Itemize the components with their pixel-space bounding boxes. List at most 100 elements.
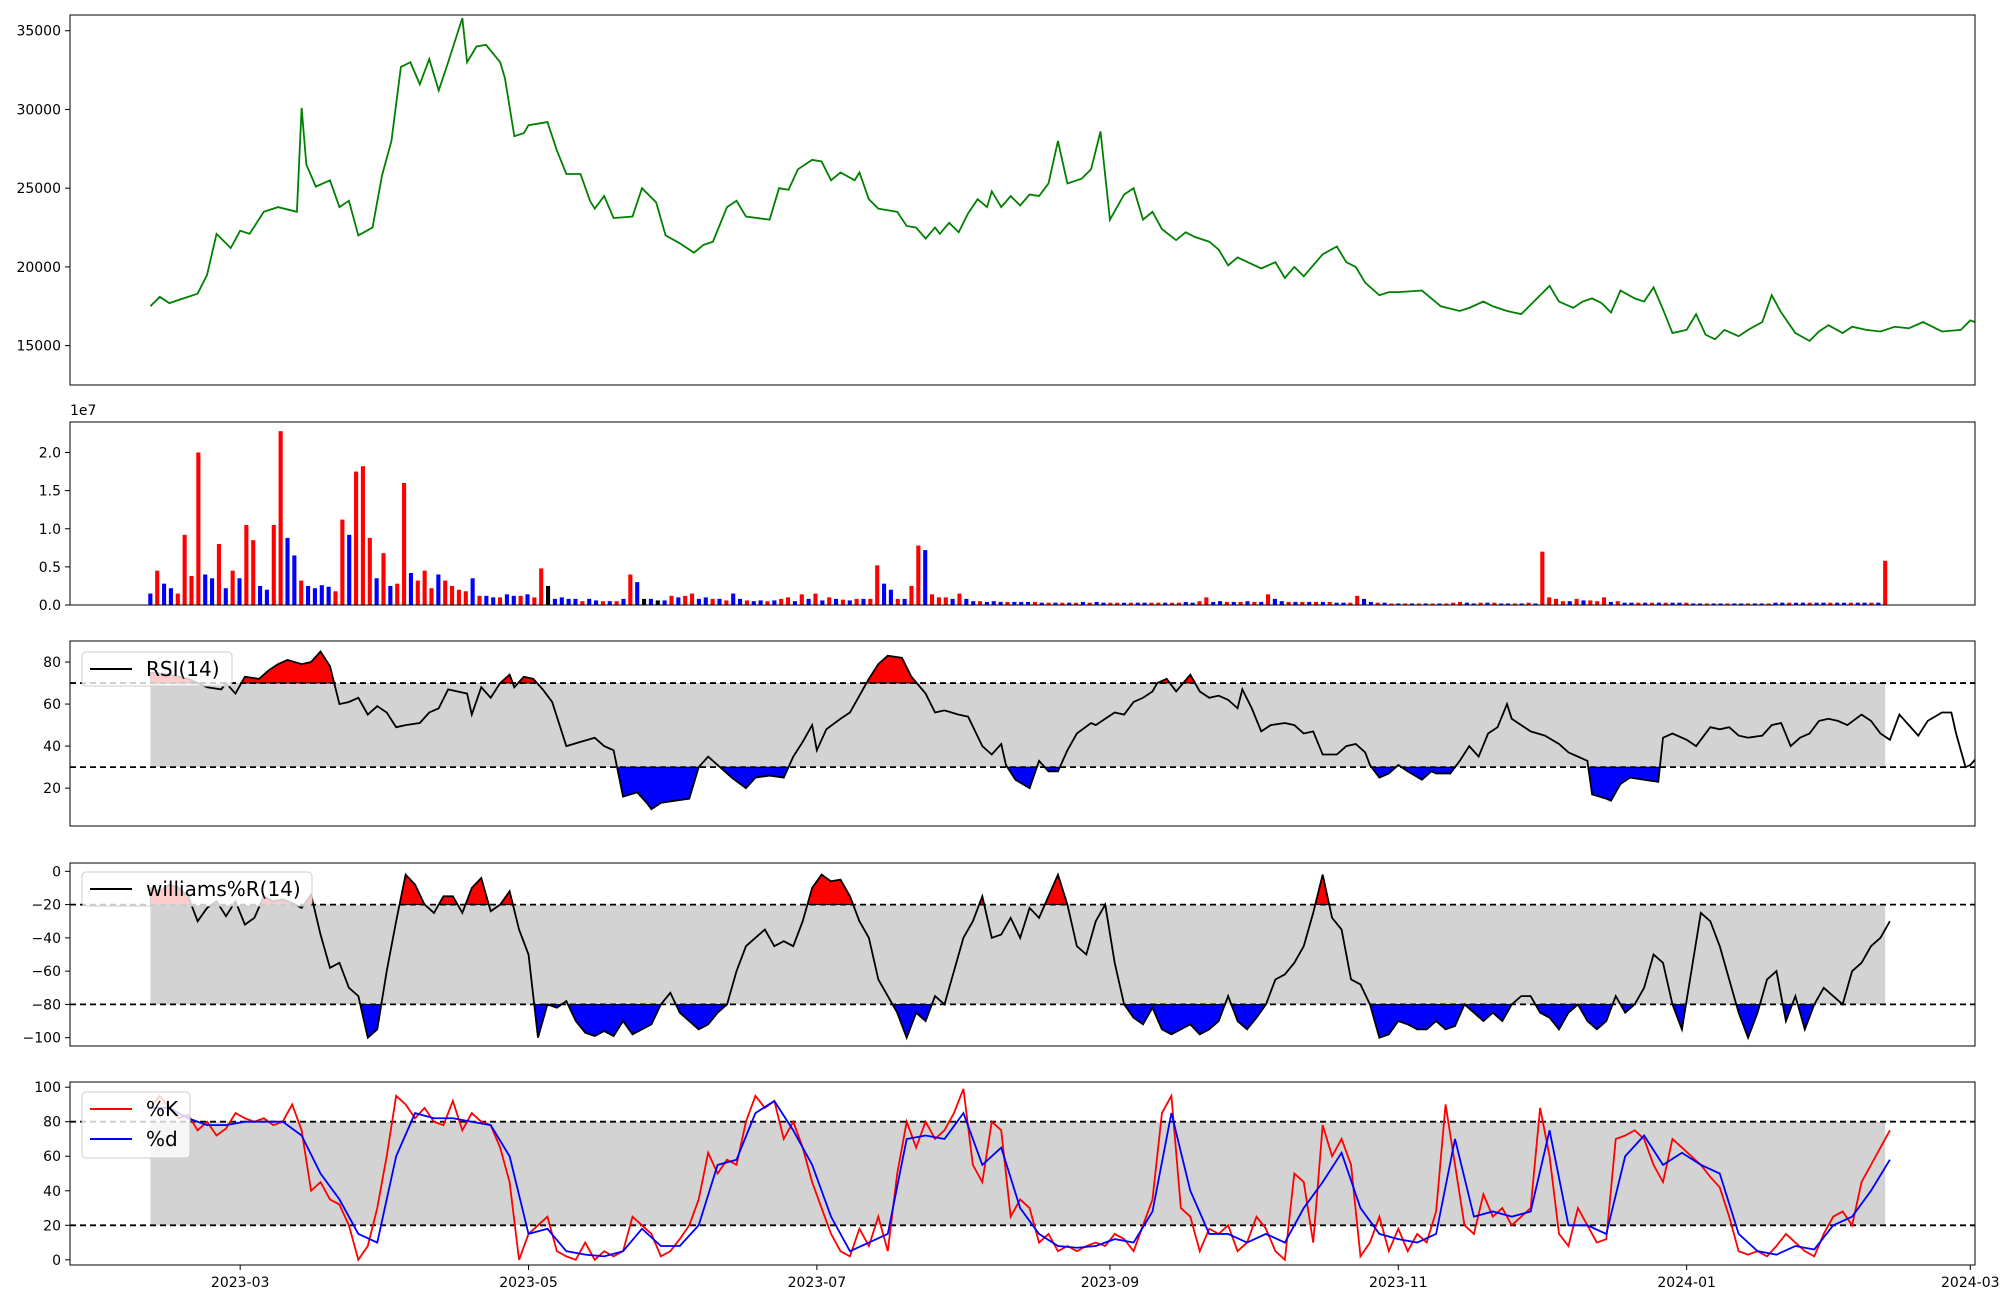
volume-bar [1245, 601, 1250, 605]
volume-bar [1862, 602, 1867, 605]
rsi-panel: 20 40 60 80 RSI(14) [43, 640, 1976, 827]
volume-bar [1252, 601, 1257, 605]
volume-bar [642, 598, 647, 605]
volume-bar [1067, 602, 1072, 605]
stochastic-series-line-0 [149, 1088, 1891, 1262]
volume-bar [1204, 597, 1209, 606]
volume-bar [196, 452, 201, 605]
volume-bar [1019, 601, 1024, 605]
volume-bar [1437, 603, 1442, 605]
rsi-series-line-0 [150, 650, 1975, 811]
rsi-y-tick-label: 40 [43, 739, 61, 755]
volume-bar [168, 588, 173, 605]
volume-bar [971, 601, 976, 605]
volume-bar [1211, 601, 1216, 605]
volume-bar [655, 600, 660, 605]
volume-bar [1725, 603, 1730, 605]
volume-bar [943, 597, 948, 606]
x-axis: 2023-03 2023-05 2023-07 2023-09 2023-11 2024-… [211, 1265, 2000, 1291]
volume-bar [621, 598, 626, 605]
volume-bar [1176, 602, 1181, 605]
volume-bar [1588, 600, 1593, 605]
volume-bar [662, 600, 667, 605]
volume-bar [155, 570, 160, 605]
volume-bar [244, 524, 249, 605]
volume-bar [1793, 602, 1799, 605]
volume-bar [1314, 601, 1319, 605]
volume-bar [1711, 603, 1716, 605]
volume-bar [148, 593, 153, 605]
volume-bar [861, 598, 866, 605]
volume-bar [930, 594, 935, 605]
volume-bar [504, 594, 509, 605]
volume-bar [1032, 601, 1037, 605]
volume-bar [717, 598, 722, 605]
volume-bar [203, 574, 208, 605]
volume-bar [724, 600, 729, 605]
volume-bar [326, 586, 331, 605]
volume-bar [1272, 598, 1277, 605]
volume-bar [683, 595, 688, 605]
volume-bar [552, 598, 557, 605]
volume-bar [1773, 602, 1778, 605]
williams-legend: williams%R(14) [81, 871, 313, 907]
volume-bar [1800, 602, 1805, 605]
volume-bar [888, 589, 893, 605]
volume-bar [1677, 602, 1682, 605]
volume-bar [388, 585, 393, 605]
volume-bar [1499, 603, 1504, 605]
volume-bar [1183, 601, 1188, 605]
volume-bar [827, 597, 832, 606]
volume-bar [779, 598, 784, 605]
volume-bar [1821, 602, 1826, 605]
volume-bar [1807, 602, 1812, 605]
volume-bar [1643, 602, 1648, 605]
volume-bar [950, 598, 955, 605]
volume-bar [1691, 603, 1696, 605]
volume-bar [1835, 602, 1840, 605]
volume-bar [319, 585, 324, 605]
volume-bar [333, 591, 338, 605]
volume-y-tick-label: 0.0 [39, 598, 61, 614]
volume-bar [957, 593, 962, 605]
volume-bar [539, 568, 544, 605]
volume-bar [1430, 603, 1435, 605]
volume-bar [916, 545, 921, 605]
volume-bar [1074, 602, 1079, 605]
volume-bar [367, 537, 372, 605]
volume-bar [1697, 603, 1703, 605]
volume-bar [422, 570, 427, 605]
volume-bar [162, 583, 167, 605]
rsi-y-tick-label: 20 [43, 781, 61, 797]
volume-bar [1224, 601, 1229, 605]
volume-bar [1540, 551, 1545, 606]
volume-bar [566, 598, 571, 605]
volume-bar [1334, 602, 1339, 605]
volume-bar [408, 572, 413, 605]
volume-bar [1608, 601, 1613, 605]
volume-bar [264, 589, 269, 605]
volume-bar [1759, 603, 1764, 605]
rsi-legend: RSI(14) [81, 651, 233, 687]
volume-bar [1142, 602, 1147, 605]
volume-bar [696, 598, 701, 605]
volume-bar [1814, 602, 1819, 605]
volume-bar [1266, 594, 1271, 605]
volume-bar [532, 597, 537, 606]
volume-bar [1560, 601, 1565, 605]
volume-bar [998, 601, 1003, 605]
volume-bar [1094, 601, 1099, 605]
x-tick-label: 2023-07 [788, 1275, 847, 1291]
volume-bar [1218, 601, 1223, 605]
volume-bar [1396, 603, 1401, 605]
volume-bar [1876, 602, 1881, 605]
volume-bar [1574, 598, 1579, 605]
volume-bar [1492, 602, 1497, 605]
x-tick-label: 2024-01 [1657, 1275, 1716, 1291]
volume-bar [772, 600, 777, 605]
price-y-tick-label: 25000 [16, 181, 61, 197]
volume-bar [1259, 601, 1264, 605]
volume-bar [1115, 602, 1120, 605]
x-tick-label: 2023-11 [1369, 1275, 1428, 1291]
x-tick-label: 2023-03 [211, 1275, 270, 1291]
